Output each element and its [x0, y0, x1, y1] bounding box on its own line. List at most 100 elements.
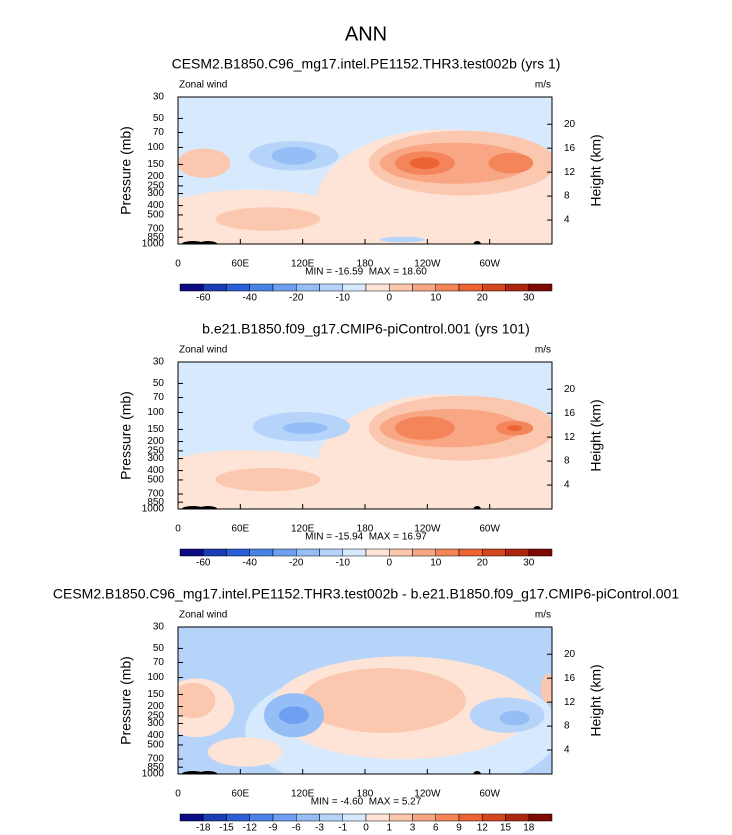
colorbar-label: -12 [243, 823, 258, 834]
y-tick-label: 70 [153, 392, 165, 403]
y2-tick-label: 20 [564, 119, 576, 130]
y-tick-label: 1000 [142, 239, 165, 250]
colorbar-box [272, 813, 297, 822]
x-tick-label: 120W [414, 789, 441, 800]
x-tick-label: 60E [231, 259, 249, 270]
panel-title: CESM2.B1850.C96_mg17.intel.PE1152.THR3.t… [172, 56, 561, 72]
colorbar-box [458, 813, 483, 822]
topography [181, 241, 205, 244]
y-tick-label: 700 [147, 224, 164, 235]
x-tick-label: 180 [357, 524, 374, 535]
colorbar-label: 3 [410, 823, 416, 834]
colorbar-box [505, 548, 529, 557]
colorbar-box [528, 813, 553, 822]
contour-field [178, 362, 552, 509]
x-tick-label: 0 [175, 259, 181, 270]
y2-tick-label: 4 [564, 745, 570, 756]
colorbar-box [482, 548, 506, 557]
colorbar-label: -18 [196, 823, 211, 834]
y2-axis-label: Height (km) [588, 134, 604, 206]
y-tick-label: 50 [153, 378, 165, 389]
contour-fill [499, 710, 530, 726]
y-tick-label: 200 [147, 171, 164, 182]
y-tick-label: 100 [147, 142, 164, 153]
y-tick-label: 850 [147, 232, 164, 243]
stats-label: MIN = -15.94 MAX = 16.97 [305, 532, 427, 543]
colorbar-box [249, 283, 274, 292]
variable-label: Zonal wind [179, 345, 227, 356]
x-tick-label: 120E [291, 259, 315, 270]
y-tick-label: 250 [147, 446, 164, 457]
units-label: m/s [535, 345, 551, 356]
x-tick-label: 180 [357, 789, 374, 800]
y-tick-label: 30 [153, 357, 165, 368]
y2-tick-label: 16 [564, 673, 576, 684]
colorbar-label: -9 [269, 823, 278, 834]
y-axis-label: Pressure (mb) [118, 391, 134, 480]
x-tick-label: 0 [175, 524, 181, 535]
contour-fill [540, 674, 552, 704]
contour-fill [215, 207, 321, 231]
y-tick-label: 70 [153, 657, 165, 668]
colorbar-box [272, 283, 297, 292]
y-tick-label: 300 [147, 453, 164, 464]
y-tick-label: 200 [147, 436, 164, 447]
y-tick-label: 850 [147, 762, 164, 773]
x-tick-label: 60E [231, 524, 249, 535]
colorbar-box [203, 813, 227, 822]
y-tick-label: 400 [147, 200, 164, 211]
y-tick-label: 1000 [142, 504, 165, 515]
y-tick-label: 50 [153, 643, 165, 654]
y-tick-label: 100 [147, 672, 164, 683]
y-axis-label: Pressure (mb) [118, 656, 134, 745]
variable-label: Zonal wind [179, 80, 227, 91]
colorbar-box [435, 813, 460, 822]
colorbar-box [342, 283, 367, 292]
topography [181, 771, 205, 774]
colorbar-label: 0 [386, 293, 392, 304]
contour-fill [178, 148, 231, 178]
colorbar-label: -6 [292, 823, 301, 834]
y2-tick-label: 8 [564, 721, 570, 732]
colorbar-box [179, 283, 204, 292]
colorbar-label: 30 [523, 558, 535, 569]
y2-tick-label: 12 [564, 167, 576, 178]
colorbar-label: 1 [386, 823, 392, 834]
contour-fill [215, 467, 321, 492]
topography [198, 506, 218, 509]
colorbar-box [389, 813, 413, 822]
colorbar-box [389, 283, 413, 292]
topography [473, 506, 481, 509]
colorbar-label: -40 [243, 558, 258, 569]
colorbar-box [179, 813, 204, 822]
y-tick-label: 150 [147, 424, 164, 435]
colorbar-label: 15 [500, 823, 512, 834]
panel-title: CESM2.B1850.C96_mg17.intel.PE1152.THR3.t… [53, 586, 679, 602]
contour-fill [301, 668, 466, 733]
y-axis-label: Pressure (mb) [118, 126, 134, 215]
colorbar-label: -20 [289, 293, 304, 304]
y-tick-label: 300 [147, 718, 164, 729]
y2-tick-label: 8 [564, 456, 570, 467]
y-tick-label: 100 [147, 407, 164, 418]
colorbar-box [528, 283, 553, 292]
contour-fill [301, 627, 339, 657]
y2-tick-label: 8 [564, 191, 570, 202]
contour-fill [409, 157, 440, 170]
colorbar-label: -3 [315, 823, 324, 834]
y2-tick-label: 12 [564, 697, 576, 708]
colorbar-box [319, 813, 343, 822]
x-tick-label: 60W [479, 524, 500, 535]
y-tick-label: 50 [153, 113, 165, 124]
colorbar-box [482, 813, 506, 822]
colorbar-box [412, 813, 436, 822]
contour-fill [394, 416, 455, 440]
colorbar-label: -15 [219, 823, 234, 834]
colorbar-box [272, 548, 297, 557]
colorbar-label: 10 [430, 558, 442, 569]
colorbar-label: 9 [456, 823, 462, 834]
colorbar-label: -1 [338, 823, 347, 834]
y-tick-label: 150 [147, 159, 164, 170]
y-tick-label: 200 [147, 701, 164, 712]
